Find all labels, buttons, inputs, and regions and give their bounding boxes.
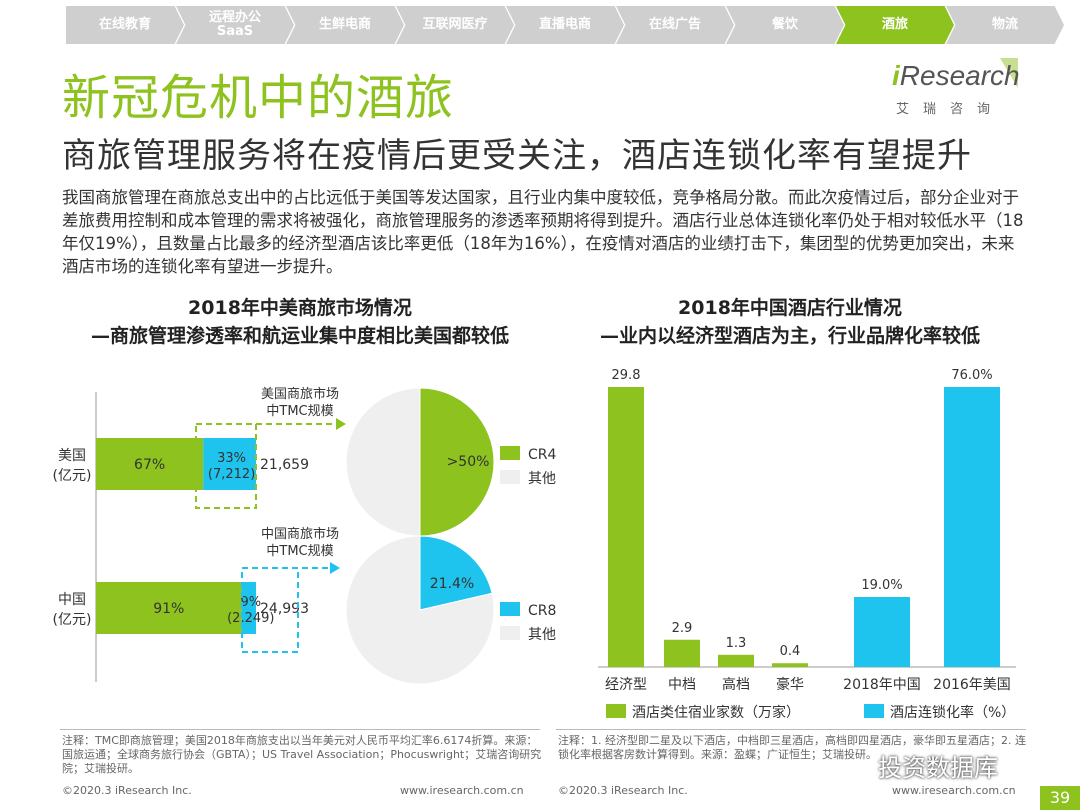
us-callout-arrowhead	[336, 418, 346, 430]
chain-rate-value-label: 76.0%	[951, 368, 992, 383]
page-title: 新冠危机中的酒旅	[62, 70, 455, 126]
cn-pie-slice-label: 21.4%	[430, 576, 474, 592]
chain-rate-category-label: 2016年美国	[933, 677, 1011, 693]
nav-tab-label: 直播电商	[538, 17, 591, 32]
nav-tab-label: 在线广告	[648, 17, 701, 32]
summary-paragraph: 我国商旅管理在商旅总支出中的占比远低于美国等发达国家，且行业内集中度较低，竞争格…	[62, 188, 1024, 276]
cn-pie-legend-label-main: CR8	[528, 603, 556, 619]
right-notes-divider	[556, 729, 1026, 730]
us-pie-slice-main	[419, 387, 495, 537]
cn-pie-slice-main	[419, 535, 493, 611]
nav-tab-remote-office[interactable]: 远程办公 SaaS	[176, 6, 294, 44]
chain-rate-bar	[854, 597, 910, 667]
cn-pie-legend-label-other: 其他	[528, 627, 556, 643]
bar-category-label: 美国(亿元)	[53, 448, 92, 484]
us-pie-slice-label: >50%	[447, 454, 490, 470]
top-nav: 在线教育 远程办公 SaaS 生鲜电商 互联网医疗 直播电商 在线广告 餐饮 酒旅…	[66, 6, 1064, 44]
footer-copyright-right: ©2020.3 iResearch Inc.	[558, 784, 688, 797]
bar-segment-domestic	[96, 582, 242, 634]
footer-copyright-left: ©2020.3 iResearch Inc.	[62, 784, 192, 797]
nav-tab-label: 物流	[991, 17, 1018, 32]
hotel-count-bar	[608, 387, 644, 667]
bar-segment-label: 33% (7,212)	[208, 451, 255, 482]
page-number: 39	[1040, 786, 1080, 810]
us-pie-legend-label-other: 其他	[528, 471, 556, 487]
logo-accent-shape	[1000, 58, 1018, 88]
bar-segment-tmc	[241, 582, 256, 634]
right-section-title-line2: —业内以经济型酒店为主，行业品牌化率较低	[599, 325, 980, 347]
chain-rate-legend-label: 酒店连锁化率（%）	[890, 704, 1015, 721]
nav-tab-logistics[interactable]: 物流	[946, 6, 1064, 44]
hotel-count-bar	[772, 663, 808, 667]
bar-segment-domestic	[96, 438, 204, 490]
cn-tmc-callout-box	[241, 567, 299, 653]
cn-callout-label: 中国商旅市场中TMC规模	[261, 526, 339, 559]
hotel-count-value-label: 2.9	[672, 621, 693, 636]
logo-subtitle: 艾瑞咨询	[896, 102, 1005, 117]
cn-pie-legend-swatch-other	[500, 626, 520, 640]
bar-segment-label: 91%	[153, 601, 184, 617]
right-section-title-line1: 2018年中国酒店行业情况	[678, 297, 902, 319]
hotel-count-value-label: 1.3	[726, 636, 747, 651]
bar-segment-label: 67%	[134, 457, 165, 473]
hotel-count-bar	[718, 654, 754, 667]
left-section-title-line2: —商旅管理渗透率和航运业集中度相比美国都较低	[90, 325, 509, 347]
chain-rate-value-label: 19.0%	[861, 578, 902, 593]
nav-tab-label: 在线教育	[98, 17, 151, 32]
bar-total-label: 24,993	[260, 601, 309, 617]
hotel-count-value-label: 29.8	[612, 368, 641, 383]
hotel-count-bar	[664, 639, 700, 667]
right-notes: 注释：1. 经济型即二星及以下酒店，中档即三星酒店，高档即四星酒店，豪华即五星酒…	[558, 734, 1026, 761]
bar-category-label: 中国(亿元)	[53, 592, 92, 628]
hotel-count-category-label: 豪华	[776, 677, 804, 693]
bar-segment-label: 9% (2,249)	[227, 595, 274, 626]
us-pie-slice-other	[345, 387, 421, 537]
footer-url-left: www.iresearch.com.cn	[400, 784, 524, 797]
hotel-count-value-label: 0.4	[780, 644, 801, 659]
nav-tab-label: 生鲜电商	[318, 17, 371, 32]
hotel-count-category-label: 高档	[722, 676, 750, 693]
hotel-count-category-label: 中档	[668, 677, 696, 693]
us-pie-legend-swatch-main	[500, 446, 520, 460]
nav-tab-live-ecommerce[interactable]: 直播电商	[506, 6, 624, 44]
page-subtitle: 商旅管理服务将在疫情后更受关注，酒店连锁化率有望提升	[62, 136, 972, 176]
nav-tab-label: 远程办公 SaaS	[208, 10, 261, 39]
right-section-title: 2018年中国酒店行业情况 —业内以经济型酒店为主，行业品牌化率较低	[560, 294, 1020, 350]
hotel-count-legend-swatch	[606, 704, 626, 718]
watermark-text: 投资数据库	[878, 754, 998, 782]
nav-tab-catering[interactable]: 餐饮	[726, 6, 844, 44]
bar-total-label: 21,659	[260, 457, 309, 473]
cn-pie-legend-swatch-main	[500, 602, 520, 616]
left-notes: 注释：TMC即商旅管理；美国2018年商旅支出以当年美元对人民币平均汇率6.61…	[62, 734, 542, 775]
bar-segment-tmc	[203, 438, 256, 490]
chain-rate-bar	[944, 387, 1000, 667]
hotel-count-category-label: 经济型	[605, 677, 647, 693]
nav-tab-online-education[interactable]: 在线教育	[66, 6, 184, 44]
nav-tab-hotel-travel[interactable]: 酒旅	[836, 6, 954, 44]
us-pie-legend-label-main: CR4	[528, 447, 557, 463]
cn-pie-slice-other	[345, 535, 495, 685]
nav-tab-online-ads[interactable]: 在线广告	[616, 6, 734, 44]
nav-tab-internet-medical[interactable]: 互联网医疗	[396, 6, 514, 44]
nav-tab-label: 餐饮	[771, 17, 798, 32]
logo-wordmark: iResearch	[892, 60, 1020, 91]
iresearch-logo: iResearch 艾瑞咨询	[892, 58, 1032, 118]
chain-rate-legend-swatch	[864, 704, 884, 718]
footer-url-right: www.iresearch.com.cn	[892, 784, 1016, 797]
left-section-title: 2018年中美商旅市场情况 —商旅管理渗透率和航运业集中度相比美国都较低	[60, 294, 540, 350]
cn-callout-arrowhead	[330, 562, 340, 574]
left-notes-divider	[60, 729, 540, 730]
us-pie-legend-swatch-other	[500, 470, 520, 484]
nav-tab-fresh-ecommerce[interactable]: 生鲜电商	[286, 6, 404, 44]
hotel-count-legend-label: 酒店类住宿业家数（万家）	[632, 704, 800, 721]
us-tmc-callout-box	[195, 423, 257, 509]
left-section-title-line1: 2018年中美商旅市场情况	[188, 297, 412, 319]
chain-rate-category-label: 2018年中国	[843, 677, 921, 693]
us-callout-label: 美国商旅市场中TMC规模	[261, 386, 339, 419]
nav-tab-label: 互联网医疗	[422, 17, 488, 32]
nav-tab-label: 酒旅	[881, 17, 908, 32]
